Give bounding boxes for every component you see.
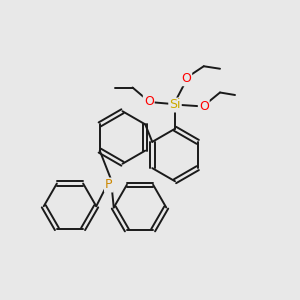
Text: O: O [199,100,209,113]
Text: O: O [181,72,191,85]
Text: O: O [144,95,154,108]
Text: Si: Si [169,98,181,112]
Text: P: P [105,178,112,191]
